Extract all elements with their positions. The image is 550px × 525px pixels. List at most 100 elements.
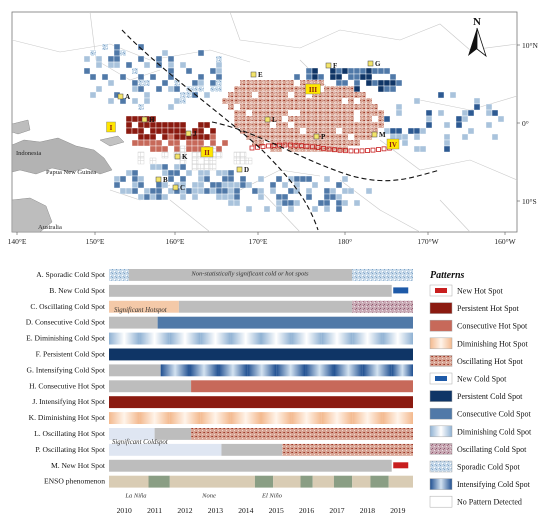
bar-k-diminishing-hot (230, 412, 261, 424)
bar-h-none (109, 380, 192, 393)
grid-cell (137, 151, 145, 159)
grid-cell (353, 133, 361, 141)
longitude-label: 140°E (8, 237, 27, 246)
grid-cell (287, 205, 295, 213)
grid-cell (227, 199, 235, 207)
grid-cell (323, 115, 331, 123)
new-britain-land (99, 135, 125, 147)
grid-cell (335, 139, 343, 147)
grid-cell (263, 85, 271, 93)
grid-cell (263, 79, 271, 87)
bar-h-consecutive-hot (191, 380, 413, 393)
grid-cell (347, 115, 355, 123)
grid-cell (137, 175, 145, 183)
bar-a-sporadic (352, 269, 413, 281)
longitude-label: 150°E (86, 237, 105, 246)
bar-g-intensifying-cold (362, 364, 392, 377)
bar-enso-el-nino (273, 475, 301, 488)
grid-cell (197, 79, 205, 87)
grid-cell (95, 61, 103, 69)
grid-cell (257, 187, 265, 195)
row-label-j: J. Intensifying Hot Spot (32, 397, 105, 406)
grid-cell (245, 115, 253, 123)
grid-cell (329, 103, 337, 111)
country-label-australia: Australia (38, 224, 62, 231)
grid-cell (137, 79, 145, 87)
grid-cell (257, 127, 265, 135)
grid-cell (257, 115, 265, 123)
grid-cell (335, 115, 343, 123)
grid-cell (137, 55, 145, 63)
grid-cell (365, 103, 373, 111)
new-hot-cell (370, 147, 376, 153)
grid-cell (113, 55, 121, 63)
latitude-labels: 10°N 0° 10°S (517, 41, 538, 206)
grid-cell (113, 175, 121, 183)
north-arrow-right-icon (476, 27, 487, 58)
grid-cell (281, 91, 289, 99)
bar-k-diminishing-hot (200, 412, 231, 424)
roman-marker-3: III (309, 86, 317, 94)
grid-cell (185, 169, 193, 177)
grid-cell (209, 187, 217, 195)
grid-cell (449, 91, 457, 99)
grid-cell (215, 193, 223, 201)
grid-cell (215, 73, 223, 81)
grid-cell (119, 175, 127, 183)
new-hot-cell (310, 144, 315, 150)
grid-cell (335, 79, 343, 87)
grid-cell (185, 187, 193, 195)
grid-cell (227, 97, 235, 105)
grid-cell (149, 187, 157, 195)
grid-cell (197, 121, 205, 129)
grid-cell (209, 67, 217, 75)
grid-cell (335, 109, 343, 117)
grid-cell (173, 97, 181, 105)
grid-cell (365, 73, 373, 81)
grid-cell (161, 133, 169, 141)
grid-cell (323, 121, 331, 129)
grid-cell (299, 103, 307, 111)
grid-cell (419, 145, 427, 153)
grid-cell (329, 193, 337, 201)
grid-cell (197, 133, 205, 141)
grid-cell (365, 121, 373, 129)
grid-cell (131, 85, 139, 93)
row-label-d: D. Consecutive Cold Spot (26, 318, 106, 327)
grid-cell (293, 133, 301, 141)
grid-cell (215, 169, 223, 177)
new-hot-cell (277, 142, 282, 148)
land-masses (12, 119, 125, 232)
latitude-label: 0° (522, 119, 529, 128)
grid-cell (233, 151, 241, 159)
grid-cell (227, 187, 235, 195)
grid-cell (227, 181, 235, 189)
grid-cell (191, 157, 199, 165)
grid-cell (83, 55, 91, 63)
grid-cell (155, 187, 163, 195)
grid-cell (371, 79, 379, 87)
grid-cell (197, 139, 205, 147)
grid-cell (179, 91, 187, 99)
timeline-annotations: Non-statistically significant cold or ho… (112, 271, 309, 500)
grid-cell (89, 91, 97, 99)
grid-cell (179, 127, 187, 135)
bar-p-osc-hot (282, 443, 413, 456)
grid-cell (257, 91, 265, 99)
bar-enso-none (169, 475, 255, 488)
new-hot-cell (376, 147, 381, 152)
new-hot-cell (337, 147, 343, 153)
marker-square-f (325, 62, 332, 69)
grid-cell (167, 133, 175, 141)
grid-cell (275, 91, 283, 99)
grid-cell (467, 109, 475, 117)
grid-cell (287, 199, 295, 207)
legend-label: Diminishing Cold Spot (457, 427, 532, 436)
grid-cell (299, 175, 307, 183)
grid-cell (215, 61, 223, 69)
grid-cell (251, 79, 259, 87)
legend-label: Oscillating Cold Spot (457, 445, 527, 454)
grid-cell (311, 205, 319, 213)
grid-cell (125, 61, 133, 69)
grid-cell (101, 73, 109, 81)
